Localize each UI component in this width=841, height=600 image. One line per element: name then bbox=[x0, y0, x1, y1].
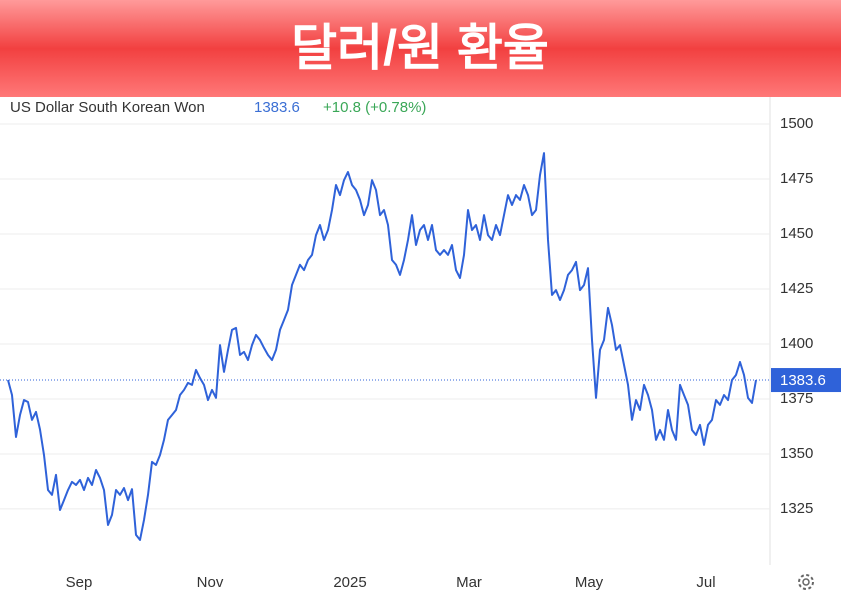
y-tick-label: 1375 bbox=[780, 390, 813, 407]
x-tick-label: 2025 bbox=[333, 574, 366, 591]
y-tick-label: 1325 bbox=[780, 500, 813, 517]
last-price-label: 1383.6 bbox=[780, 372, 826, 389]
y-tick-label: 1475 bbox=[780, 170, 813, 187]
price-change: +10.8 (+0.78%) bbox=[323, 99, 426, 116]
x-tick-label: Nov bbox=[197, 574, 224, 591]
y-tick-label: 1450 bbox=[780, 225, 813, 242]
x-tick-label: Mar bbox=[456, 574, 482, 591]
y-tick-label: 1400 bbox=[780, 335, 813, 352]
x-tick-label: Sep bbox=[66, 574, 93, 591]
x-tick-label: Jul bbox=[696, 574, 715, 591]
last-price: 1383.6 bbox=[254, 99, 300, 116]
y-tick-label: 1350 bbox=[780, 445, 813, 462]
title-banner bbox=[0, 0, 841, 97]
x-tick-label: May bbox=[575, 574, 604, 591]
last-price-box bbox=[771, 368, 841, 393]
y-tick-label: 1500 bbox=[780, 115, 813, 132]
price-line bbox=[7, 152, 757, 541]
settings-icon[interactable] bbox=[798, 574, 814, 590]
y-tick-label: 1425 bbox=[780, 280, 813, 297]
instrument-name: US Dollar South Korean Won bbox=[10, 99, 205, 116]
chart-title: 달러/원 환율 bbox=[291, 20, 549, 76]
